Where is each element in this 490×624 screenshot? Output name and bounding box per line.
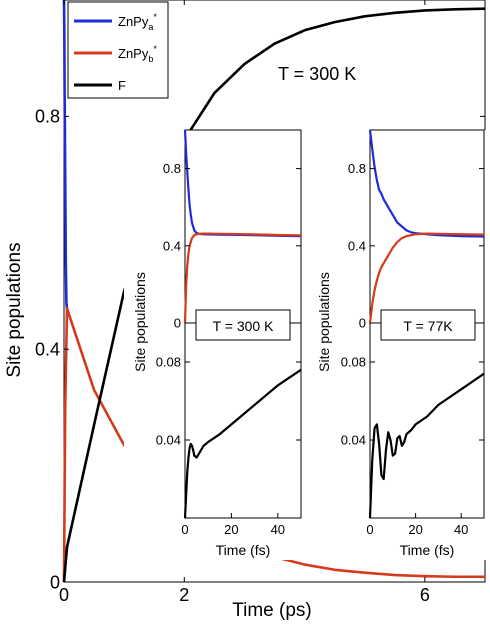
inset-300k-x-tick-label: 40 bbox=[271, 522, 285, 537]
inset-77k-lower-y-tick-label: 0.08 bbox=[341, 355, 366, 370]
inset-77k-upper-y-tick-label: 0.8 bbox=[348, 161, 366, 176]
inset-77k-background bbox=[310, 130, 488, 560]
inset-300k-y-axis-label: Site populations bbox=[132, 272, 148, 372]
inset-300k-annotation: T = 300 K bbox=[213, 318, 275, 334]
inset-77k-x-tick-label: 0 bbox=[366, 522, 373, 537]
inset-77k-upper-series-znpyb bbox=[368, 232, 485, 324]
main-legend: ZnPya* ZnPyb* F bbox=[67, 1, 169, 99]
main-x-tick-label: 6 bbox=[420, 585, 430, 605]
main-chart: 0 2 6 0 0.4 0.8 Time (ps) Site populations T … bbox=[4, 0, 486, 621]
main-x-tick-label: 2 bbox=[179, 585, 189, 605]
main-y-axis-label: Site populations bbox=[4, 242, 25, 377]
inset-77k-x-tick-label: 40 bbox=[454, 522, 468, 537]
inset-300k-x-tick-label: 0 bbox=[181, 522, 188, 537]
main-annotation: T = 300 K bbox=[278, 64, 356, 84]
main-x-axis-label: Time (ps) bbox=[232, 600, 312, 621]
inset-77k-annotation-box bbox=[380, 309, 476, 341]
inset-300k-x-axis-label: Time (fs) bbox=[216, 542, 271, 558]
main-x-tick-label: 0 bbox=[59, 585, 69, 605]
legend-label-f: F bbox=[118, 78, 126, 93]
legend-label-znpyb: ZnPyb* bbox=[118, 44, 157, 64]
inset-77k-lower-y-tick-label: 0.04 bbox=[341, 433, 366, 448]
inset-77k-annotation: T = 77K bbox=[403, 318, 453, 334]
inset-300k-lower-y-tick-label: 0.08 bbox=[156, 355, 181, 370]
main-ticks-group: 0 2 6 0 0.4 0.8 bbox=[35, 0, 485, 605]
inset-77k-y-axis-label: Site populations bbox=[316, 272, 332, 372]
inset-300k-upper-y-tick-label: 0.4 bbox=[163, 238, 181, 253]
inset-300k-upper-y-tick-label: 0.8 bbox=[163, 161, 181, 176]
inset-77k-lower-series-f bbox=[368, 372, 485, 519]
inset-300k-annotation-box bbox=[195, 309, 291, 341]
main-series-f bbox=[62, 7, 486, 583]
main-y-tick-label: 0.4 bbox=[35, 340, 60, 360]
inset-77k-upper-y-tick-label: 0.4 bbox=[348, 238, 366, 253]
inset-77k: 0 0.4 0.8 0.04 0.08 0 20 40 T = 77K Time (fs) S… bbox=[310, 129, 488, 560]
inset-300k-lower-y-tick-label: 0.04 bbox=[156, 433, 181, 448]
main-y-tick-label: 0 bbox=[50, 572, 60, 592]
legend-label-znpya: ZnPya* bbox=[118, 12, 157, 32]
inset-77k-upper-y-tick-label: 0 bbox=[359, 316, 366, 331]
inset-300k-upper-y-tick-label: 0 bbox=[174, 316, 181, 331]
inset-77k-ticks-group: 0 0.4 0.8 0.04 0.08 0 20 40 bbox=[341, 161, 484, 537]
inset-300k-ticks-group: 0 0.4 0.8 0.04 0.08 0 20 40 bbox=[156, 161, 301, 537]
main-series-znpya bbox=[62, 0, 69, 309]
inset-300k-x-tick-label: 20 bbox=[224, 522, 238, 537]
inset-77k-x-tick-label: 20 bbox=[408, 522, 422, 537]
inset-300k-series-group bbox=[183, 129, 302, 519]
inset-300k-background bbox=[124, 130, 304, 560]
main-y-tick-label: 0.8 bbox=[35, 107, 60, 127]
inset-77k-series-group bbox=[368, 129, 485, 519]
inset-300k: 0 0.4 0.8 0.04 0.08 0 20 40 T = 300 K Time (fs)… bbox=[124, 129, 304, 560]
inset-300k-lower-series-f bbox=[183, 368, 302, 519]
inset-300k-upper-series-znpyb bbox=[183, 232, 302, 324]
inset-77k-x-axis-label: Time (fs) bbox=[400, 542, 455, 558]
legend-box bbox=[67, 1, 169, 99]
